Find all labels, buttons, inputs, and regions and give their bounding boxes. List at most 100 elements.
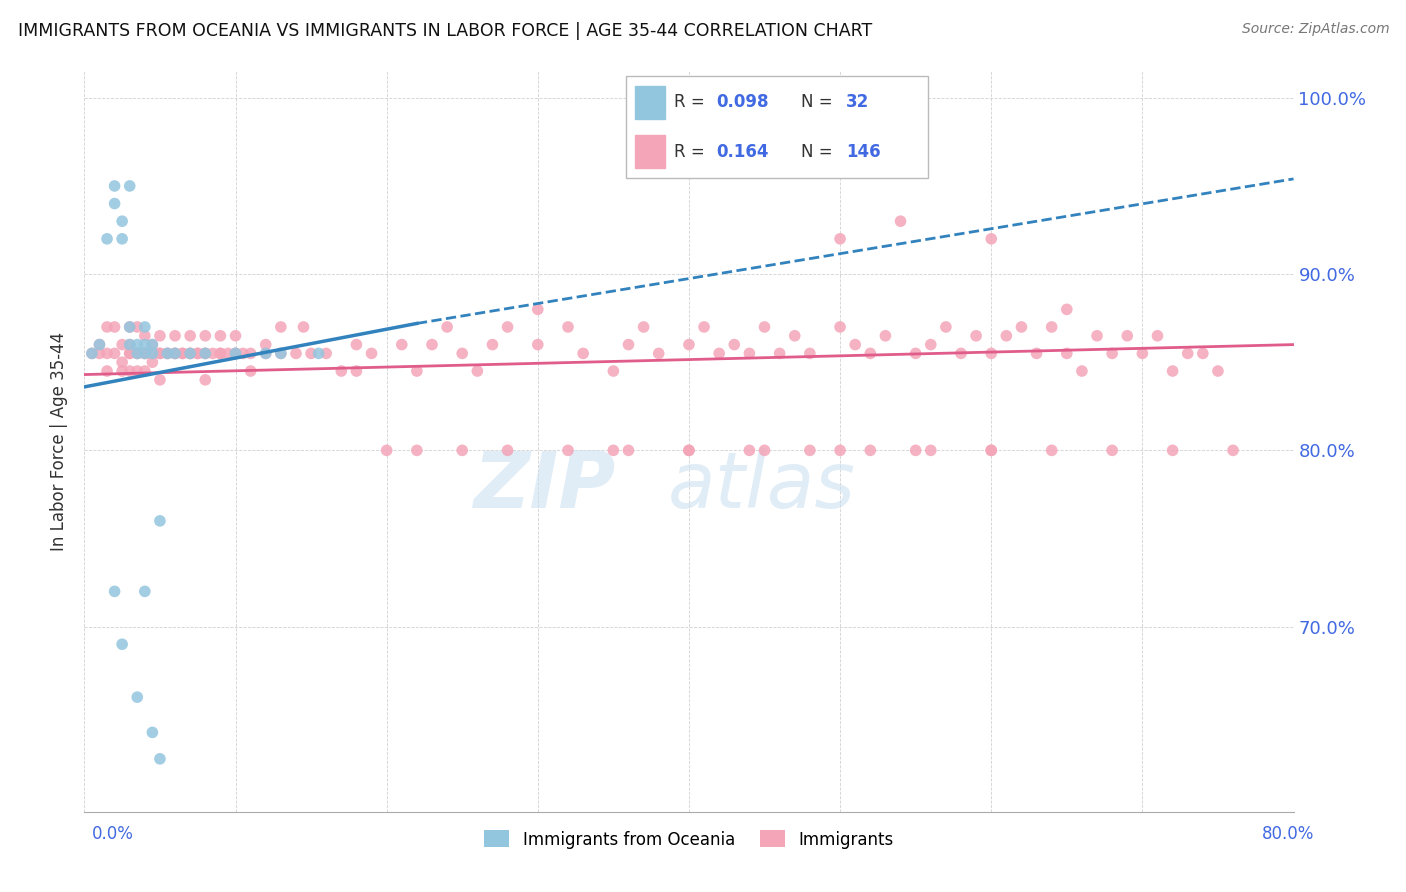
Point <box>875 328 897 343</box>
Point <box>89 346 111 360</box>
Bar <box>634 136 665 168</box>
Point <box>1040 320 1063 334</box>
Point <box>127 346 149 360</box>
Text: 146: 146 <box>846 143 882 161</box>
Point <box>920 443 942 458</box>
Point <box>118 178 141 193</box>
Legend: Immigrants from Oceania, Immigrants: Immigrants from Oceania, Immigrants <box>478 823 900 855</box>
Text: 80.0%: 80.0% <box>1263 825 1315 843</box>
Point <box>292 320 315 334</box>
Point <box>96 364 118 378</box>
Point <box>254 346 277 360</box>
Point <box>141 346 163 360</box>
Point <box>149 514 172 528</box>
Point <box>225 328 247 343</box>
Point <box>830 443 852 458</box>
Text: 0.0%: 0.0% <box>91 825 134 843</box>
Point <box>179 328 201 343</box>
Point <box>980 346 1002 360</box>
Point <box>194 373 217 387</box>
Point <box>134 346 156 360</box>
Point <box>844 337 866 351</box>
Point <box>134 364 156 378</box>
Point <box>232 346 254 360</box>
Point <box>209 346 232 360</box>
Point <box>1161 364 1184 378</box>
Point <box>209 328 232 343</box>
Point <box>111 355 134 369</box>
Point <box>89 337 111 351</box>
Point <box>187 346 209 360</box>
Point <box>118 337 141 351</box>
Point <box>360 346 382 360</box>
Point <box>217 346 239 360</box>
Point <box>254 337 277 351</box>
Point <box>527 302 550 317</box>
Point <box>187 346 209 360</box>
Point <box>904 346 927 360</box>
Point <box>950 346 973 360</box>
Point <box>920 337 942 351</box>
Point <box>270 346 292 360</box>
Point <box>557 320 579 334</box>
Point <box>1130 346 1153 360</box>
Point <box>1056 346 1078 360</box>
Point <box>1056 302 1078 317</box>
Point <box>118 346 141 360</box>
Point <box>239 364 262 378</box>
Point <box>481 337 503 351</box>
Point <box>80 346 103 360</box>
Point <box>572 346 595 360</box>
Point <box>346 337 368 351</box>
Point <box>723 337 745 351</box>
Point <box>830 232 852 246</box>
Point <box>96 346 118 360</box>
Point <box>134 346 156 360</box>
Point <box>1085 328 1108 343</box>
Point <box>1011 320 1033 334</box>
Point <box>118 320 141 334</box>
Point <box>965 328 987 343</box>
Point <box>330 364 353 378</box>
Point <box>194 346 217 360</box>
Point <box>1146 328 1168 343</box>
Point <box>179 346 201 360</box>
FancyBboxPatch shape <box>626 76 928 178</box>
Point <box>709 346 731 360</box>
Point <box>557 443 579 458</box>
Point <box>451 443 474 458</box>
Bar <box>634 87 665 119</box>
Point <box>127 690 149 705</box>
Point <box>149 346 172 360</box>
Point <box>111 337 134 351</box>
Text: ZIP: ZIP <box>472 448 614 524</box>
Point <box>118 346 141 360</box>
Point <box>172 346 194 360</box>
Point <box>118 320 141 334</box>
Point <box>141 337 163 351</box>
Point <box>141 725 163 739</box>
Point <box>149 752 172 766</box>
Point <box>783 328 806 343</box>
Point <box>678 443 700 458</box>
Point <box>104 320 127 334</box>
Point <box>165 346 187 360</box>
Point <box>127 364 149 378</box>
Point <box>1177 346 1199 360</box>
Point <box>127 346 149 360</box>
Point <box>225 346 247 360</box>
Text: IMMIGRANTS FROM OCEANIA VS IMMIGRANTS IN LABOR FORCE | AGE 35-44 CORRELATION CHA: IMMIGRANTS FROM OCEANIA VS IMMIGRANTS IN… <box>18 22 873 40</box>
Text: atlas: atlas <box>668 448 855 524</box>
Point <box>96 320 118 334</box>
Point <box>149 346 172 360</box>
Point <box>149 373 172 387</box>
Point <box>127 337 149 351</box>
Point <box>172 346 194 360</box>
Point <box>375 443 398 458</box>
Point <box>111 364 134 378</box>
Point <box>111 232 134 246</box>
Point <box>406 364 429 378</box>
Point <box>391 337 413 351</box>
Point <box>1206 364 1229 378</box>
Point <box>194 328 217 343</box>
